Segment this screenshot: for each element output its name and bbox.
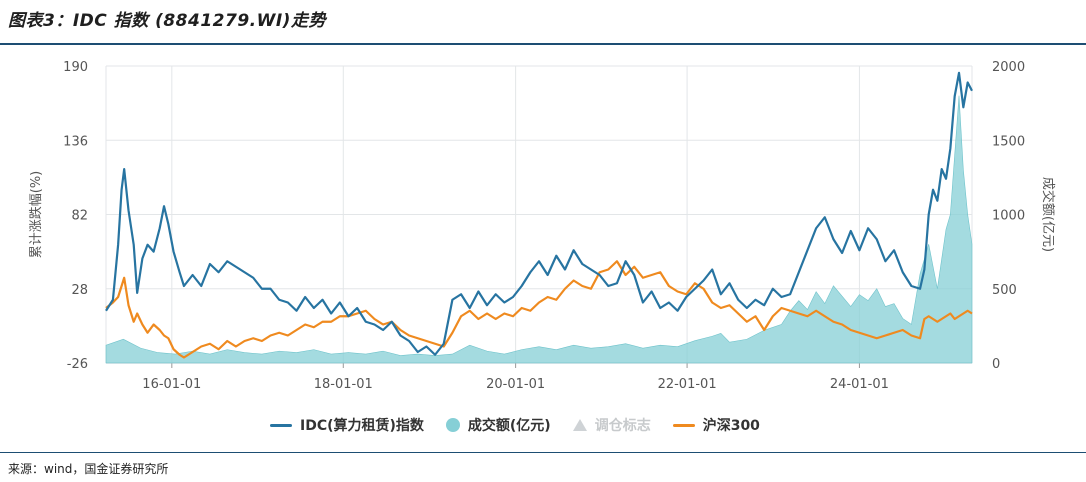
right-tick-label: 500	[992, 283, 1017, 298]
x-tick-label: 16-01-01	[142, 377, 201, 392]
x-tick-label: 24-01-01	[830, 377, 889, 392]
bottom-rule	[0, 452, 1086, 453]
right-tick-label: 1500	[992, 134, 1025, 149]
x-tick-label: 18-01-01	[314, 377, 373, 392]
left-axis-label: 累计涨跌幅(%)	[28, 171, 44, 259]
x-tick-label: 20-01-01	[486, 377, 545, 392]
left-tick-label: 190	[63, 60, 88, 75]
legend-volume[interactable]: 成交额(亿元)	[445, 415, 551, 435]
left-tick-label: 136	[63, 134, 88, 149]
top-rule	[0, 43, 1086, 45]
left-tick-label: 82	[71, 209, 88, 224]
legend-volume-dot-icon	[445, 418, 460, 432]
legend-hs300-label: 沪深300	[702, 418, 760, 434]
right-axis-label: 成交额(亿元)	[1040, 177, 1056, 252]
axis-ticks: 190 2000 136 1500 82 1000 28 500 -26 0 16-01-01 18-…	[63, 60, 1025, 392]
chart-title: 图表3：IDC 指数 (8841279.WI)走势	[8, 11, 326, 31]
legend-marker-label: 调仓标志	[594, 418, 651, 434]
volume-area	[105, 95, 973, 364]
idc-series-line	[105, 71, 973, 356]
legend-idc[interactable]: IDC(算力租赁)指数	[270, 415, 424, 435]
legend-idc-label: IDC(算力租赁)指数	[300, 418, 424, 434]
legend: IDC(算力租赁)指数 成交额(亿元) 调仓标志 沪深300	[270, 415, 760, 435]
legend-marker[interactable]: 调仓标志	[572, 415, 651, 435]
line-series	[105, 71, 973, 359]
right-tick-label: 1000	[992, 209, 1025, 224]
x-tick-label: 22-01-01	[658, 377, 717, 392]
hs300-series-line	[105, 260, 973, 359]
legend-marker-triangle-icon	[572, 419, 587, 431]
source-note: 来源：wind，国金证券研究所	[8, 462, 169, 476]
legend-volume-label: 成交额(亿元)	[467, 418, 551, 434]
legend-hs300-line-icon	[672, 423, 695, 427]
volume-series-area	[105, 95, 973, 364]
left-tick-label: -26	[67, 357, 88, 372]
right-tick-label: 0	[992, 357, 1000, 372]
left-tick-label: 28	[71, 283, 88, 298]
right-tick-label: 2000	[992, 60, 1025, 75]
legend-idc-line-icon	[270, 423, 292, 427]
chart-canvas: 190 2000 136 1500 82 1000 28 500 -26 0 16-01-01 18-…	[28, 60, 1056, 392]
legend-hs300[interactable]: 沪深300	[672, 415, 760, 435]
